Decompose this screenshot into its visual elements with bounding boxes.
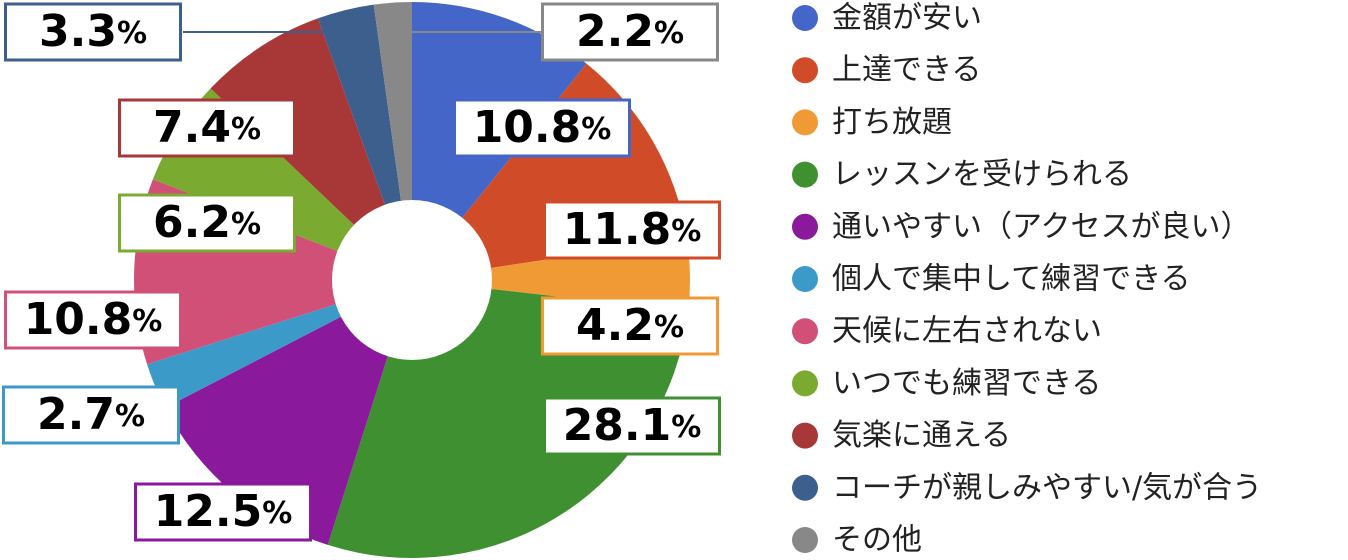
value-label-box	[118, 98, 296, 158]
legend-marker	[792, 474, 818, 501]
value-label: 12.5%	[154, 486, 293, 537]
value-label: 7.4%	[153, 102, 261, 153]
legend-marker	[792, 527, 818, 553]
value-label: 6.2%	[153, 197, 261, 248]
value-label: 11.8%	[563, 204, 702, 255]
legend-marker	[792, 266, 818, 292]
slice	[210, 18, 412, 280]
value-label-box	[541, 2, 719, 62]
legend-label: 打ち放題	[832, 105, 952, 140]
value-label-box	[543, 200, 721, 260]
value-label: 3.3%	[39, 6, 147, 57]
value-label: 28.1%	[563, 400, 702, 451]
value-label-box	[2, 385, 180, 445]
legend-marker	[792, 318, 818, 345]
legend-label: レッスンを受けられる	[832, 157, 1132, 192]
legend-label: 個人で集中して練習できる	[832, 262, 1191, 297]
value-label-box	[541, 296, 719, 356]
value-label-box	[4, 2, 182, 62]
legend-label: 金額が安い	[832, 1, 982, 36]
value-label-box	[543, 396, 721, 456]
legend-marker	[792, 422, 818, 449]
legend-marker	[792, 5, 818, 31]
legend-label: 通いやすい（アクセスが良い）	[832, 209, 1251, 244]
legend-marker	[792, 161, 818, 188]
value-label: 4.2%	[576, 300, 684, 351]
donut-hole	[332, 200, 492, 360]
value-label-box	[4, 290, 182, 350]
value-label: 10.8%	[473, 102, 612, 153]
legend-marker	[792, 57, 818, 84]
legend-label: 天候に左右されない	[832, 314, 1102, 349]
value-label: 10.8%	[24, 294, 163, 345]
legend-label: 気楽に通える	[832, 418, 1011, 453]
value-label-box	[134, 482, 312, 542]
legend-label: コーチが親しみやすい/気が合う	[832, 470, 1262, 505]
slice	[165, 280, 412, 545]
value-label: 2.2%	[576, 6, 684, 57]
legend-label: 上達できる	[832, 53, 981, 88]
legend-marker	[792, 370, 818, 397]
legend-marker	[792, 109, 818, 136]
legend-label: その他	[832, 523, 922, 558]
value-label-box	[453, 98, 631, 158]
legend-marker	[792, 213, 818, 240]
value-label-box	[118, 193, 296, 253]
value-label: 2.7%	[37, 389, 145, 440]
legend-label: いつでも練習できる	[832, 366, 1101, 401]
